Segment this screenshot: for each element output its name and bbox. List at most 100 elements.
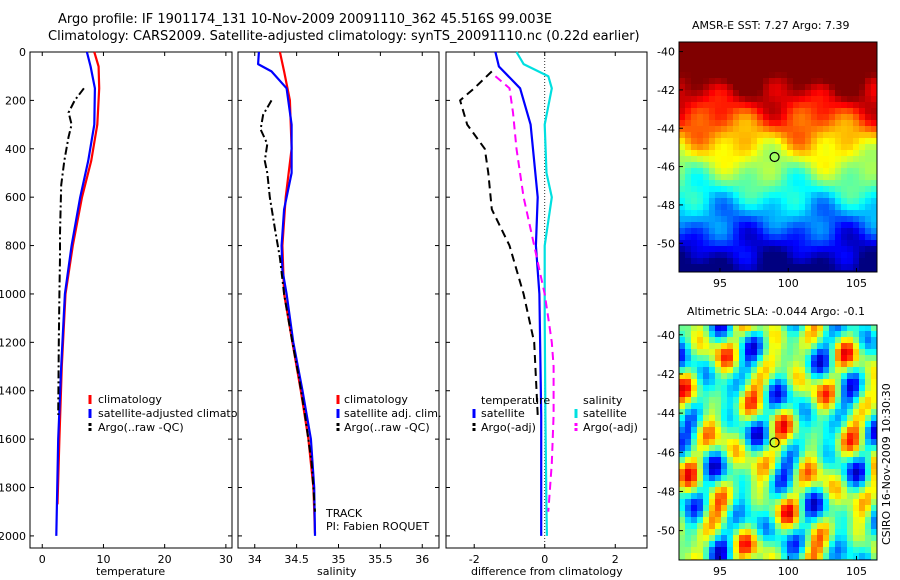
amsre_sst_map-cell <box>757 120 764 127</box>
amsre_sst_map-cell <box>865 240 872 247</box>
sal-legend-climatology: climatology <box>344 393 408 406</box>
amsre_sst_map-cell <box>871 84 878 91</box>
altimetric_sla_map-cell <box>853 451 860 458</box>
altimetric_sla_map-cell <box>775 349 782 356</box>
amsre_sst_map-cell <box>733 150 740 157</box>
altimetric_sla_map-cell <box>697 385 704 392</box>
altimetric_sla_map-cell <box>751 427 758 434</box>
amsre_sst_map-cell <box>799 150 806 157</box>
amsre_sst_map-cell <box>697 54 704 61</box>
altimetric_sla_map-cell <box>751 343 758 350</box>
altimetric_sla_map-cell <box>679 367 686 374</box>
altimetric_sla_map-cell <box>793 457 800 464</box>
altimetric_sla_map-cell <box>847 475 854 482</box>
altimetric_sla_map-cell <box>823 451 830 458</box>
amsre_sst_map-cell <box>847 258 854 265</box>
altimetric_sla_map-cell <box>847 367 854 374</box>
amsre_sst_map-cell <box>841 60 848 67</box>
amsre_sst_map-cell <box>799 240 806 247</box>
altimetric_sla_map-cell <box>727 349 734 356</box>
amsre_sst_map-cell <box>769 66 776 73</box>
altimetric_sla_map-cell <box>679 325 686 332</box>
amsre_sst_map-cell <box>859 60 866 67</box>
amsre_sst_map-cell <box>793 204 800 211</box>
altimetric_sla_map-cell <box>823 355 830 362</box>
altimetric_sla_map-cell <box>733 409 740 416</box>
amsre_sst_map-cell <box>829 120 836 127</box>
altimetric_sla_map-cell <box>811 439 818 446</box>
amsre_sst_map-cell <box>835 66 842 73</box>
altimetric_sla_map-cell <box>835 463 842 470</box>
altimetric_sla_map-cell <box>829 367 836 374</box>
amsre_sst_map-cell <box>775 42 782 49</box>
amsre_sst_map-cell <box>835 258 842 265</box>
amsre_sst_map-cell <box>757 240 764 247</box>
amsre_sst_map-cell <box>823 96 830 103</box>
altimetric_sla_map-cell <box>835 331 842 338</box>
altimetric_sla_map-cell <box>769 391 776 398</box>
altimetric_sla_map-cell <box>865 337 872 344</box>
amsre_sst_map-cell <box>823 114 830 121</box>
difference-xtick-label: -2 <box>469 553 480 566</box>
amsre_sst_map-cell <box>763 198 770 205</box>
altimetric_sla_map-cell <box>685 505 692 512</box>
altimetric_sla_map-cell <box>775 355 782 362</box>
amsre_sst_map-cell <box>811 150 818 157</box>
altimetric_sla_map-cell <box>733 343 740 350</box>
amsre_sst_map-cell <box>679 42 686 49</box>
altimetric_sla_map-cell <box>703 511 710 518</box>
altimetric_sla_map-cell <box>811 493 818 500</box>
amsre_sst_map-cell <box>799 210 806 217</box>
amsre_sst_map-cell <box>841 72 848 79</box>
amsre_sst_map-cell <box>715 78 722 85</box>
altimetric_sla_map-cell <box>847 541 854 548</box>
amsre_sst_map-cell <box>859 102 866 109</box>
amsre_sst_map-cell <box>691 120 698 127</box>
amsre_sst_map-cell <box>763 126 770 133</box>
temperature-ytick-label: 400 <box>5 143 26 156</box>
altimetric_sla_map-cell <box>715 439 722 446</box>
amsre_sst_map-cell <box>841 228 848 235</box>
altimetric_sla_map-cell <box>679 523 686 530</box>
altimetric_sla_map-cell <box>691 493 698 500</box>
amsre_sst_map-cell <box>781 138 788 145</box>
altimetric_sla_map-cell <box>745 511 752 518</box>
profile-panels: 0 10 20 30020040060080010001200140016001800… <box>0 46 648 566</box>
altimetric_sla_map-cell <box>817 541 824 548</box>
altimetric_sla_map-cell <box>847 361 854 368</box>
altimetric_sla_map-cell <box>859 463 866 470</box>
amsre_sst_map-cell <box>733 138 740 145</box>
altimetric_sla_map-cell <box>733 529 740 536</box>
altimetric_sla_map-cell <box>847 487 854 494</box>
altimetric_sla_map-cell <box>805 493 812 500</box>
altimetric_sla_map-cell <box>703 535 710 542</box>
amsre_sst_map-cell <box>781 192 788 199</box>
altimetric_sla_map-cell <box>847 469 854 476</box>
altimetric_sla_map-cell <box>715 391 722 398</box>
altimetric_sla_map-cell <box>799 541 806 548</box>
altimetric_sla_map-cell <box>685 397 692 404</box>
amsre_sst_map-cell <box>865 246 872 253</box>
amsre_sst_map-cell <box>775 144 782 151</box>
amsre_sst_map-cell <box>805 210 812 217</box>
altimetric_sla_map-cell <box>715 481 722 488</box>
altimetric_sla_map-cell <box>811 373 818 380</box>
amsre_sst_map-cell <box>691 216 698 223</box>
altimetric_sla_map-cell <box>727 373 734 380</box>
amsre_sst_map-cell <box>709 270 716 273</box>
altimetric_sla_map-cell <box>733 361 740 368</box>
sla-map-title: Altimetric SLA: -0.044 Argo: -0.1 <box>687 305 865 318</box>
amsre_sst_map-cell <box>853 66 860 73</box>
amsre_sst_map-cell <box>727 246 734 253</box>
altimetric_sla_map-cell <box>709 337 716 344</box>
amsre_sst_map-cell <box>799 66 806 73</box>
amsre_sst_map-cell <box>751 174 758 181</box>
altimetric_sla_map-cell <box>679 391 686 398</box>
amsre_sst_map-cell <box>685 114 692 121</box>
altimetric_sla_map-cell <box>763 493 770 500</box>
amsre_sst_map-cell <box>859 270 866 273</box>
altimetric_sla_map-cell <box>733 325 740 332</box>
amsre_sst_map-cell <box>775 150 782 157</box>
altimetric_sla_map-cell <box>709 385 716 392</box>
altimetric_sla_map-cell <box>871 523 878 530</box>
